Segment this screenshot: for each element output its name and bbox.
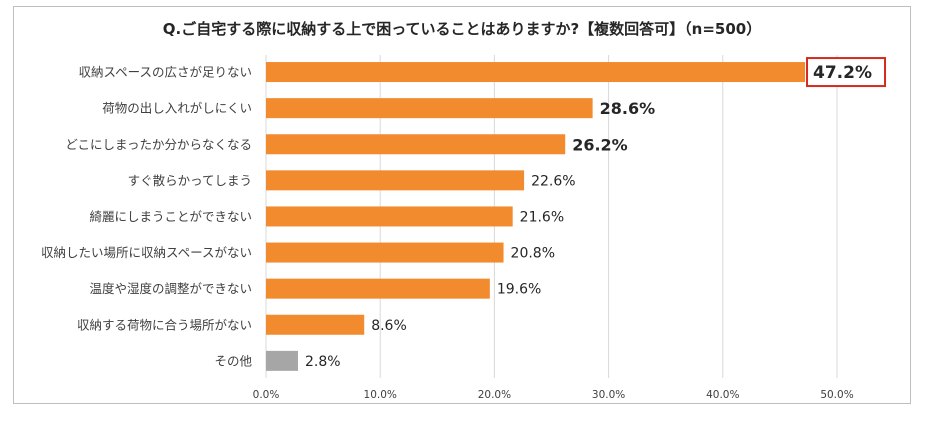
category-label: 荷物の出し入れがしにくい <box>102 101 252 116</box>
category-label: どこにしまったか分からなくなる <box>65 137 252 152</box>
category-label: 収納したい場所に収納スペースがない <box>41 245 252 260</box>
x-tick-label: 40.0% <box>706 389 739 401</box>
bar <box>266 206 513 227</box>
x-tick-label: 30.0% <box>592 389 625 401</box>
bar <box>266 350 298 371</box>
bar <box>266 98 593 119</box>
bar <box>266 314 365 335</box>
category-label: その他 <box>214 353 252 368</box>
value-label: 19.6% <box>497 282 541 298</box>
chart-title: Q.ご自宅する際に収納する上で困っていることはありますか?【複数回答可】（n=5… <box>162 20 762 38</box>
bar <box>266 242 504 263</box>
value-label: 22.6% <box>531 173 575 189</box>
category-label: すぐ散らかってしまう <box>128 173 252 188</box>
bar <box>266 170 525 191</box>
value-label: 26.2% <box>572 135 628 154</box>
category-label: 温度や湿度の調整ができない <box>89 281 252 296</box>
bar <box>266 278 490 299</box>
x-tick-label: 0.0% <box>253 389 280 401</box>
value-label: 47.2% <box>813 63 872 83</box>
value-label: 8.6% <box>371 318 407 334</box>
value-label: 28.6% <box>600 99 656 118</box>
bar <box>266 62 806 83</box>
value-label: 20.8% <box>511 246 555 262</box>
x-tick-label: 20.0% <box>478 389 511 401</box>
x-tick-label: 10.0% <box>364 389 397 401</box>
category-label: 綺麗にしまうことができない <box>89 209 252 224</box>
x-tick-label: 50.0% <box>820 389 853 401</box>
value-label: 2.8% <box>305 354 341 370</box>
bar <box>266 134 566 155</box>
value-label: 21.6% <box>520 209 564 225</box>
category-label: 収納スペースの広さが足りない <box>78 65 252 80</box>
highlight-box <box>806 57 887 88</box>
category-label: 収納する荷物に合う場所がない <box>77 317 252 332</box>
